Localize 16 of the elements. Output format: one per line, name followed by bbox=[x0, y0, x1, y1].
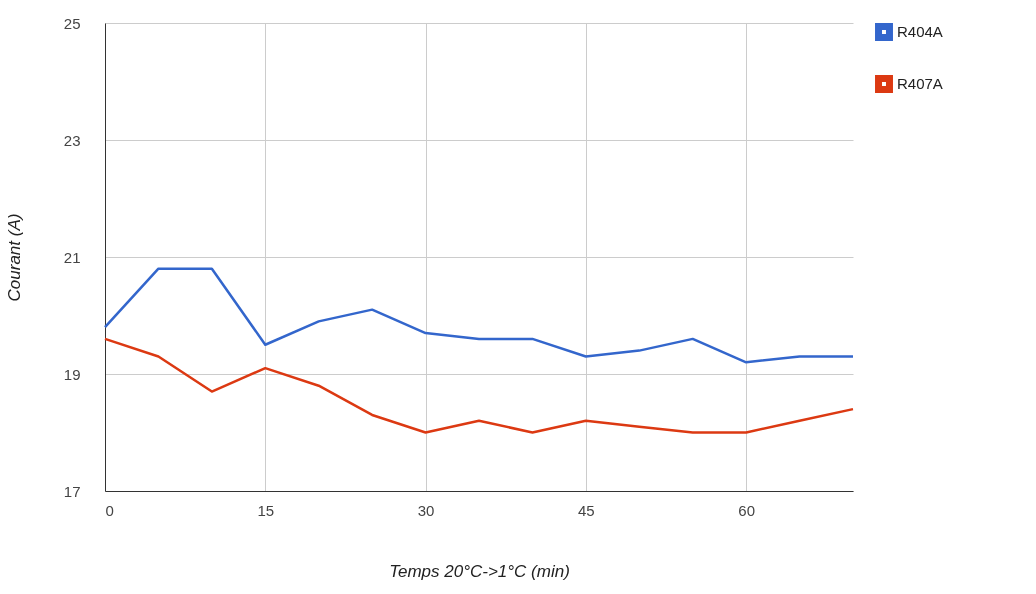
y-axis-title: Courant (A) bbox=[4, 213, 24, 302]
x-tick-label: 15 bbox=[257, 501, 275, 519]
x-tick-label: 30 bbox=[417, 501, 435, 519]
legend-label: R407A bbox=[897, 75, 943, 92]
y-tick-label: 23 bbox=[63, 131, 81, 149]
x-tick-label: 45 bbox=[578, 501, 595, 519]
legend-label: R404A bbox=[897, 23, 943, 40]
y-tick-label: 17 bbox=[63, 482, 81, 500]
y-tick-label: 21 bbox=[63, 248, 81, 266]
line-series bbox=[103, 267, 855, 364]
y-tick-label: 19 bbox=[63, 365, 81, 383]
x-tick-label: 60 bbox=[738, 501, 755, 519]
x-axis-title: Temps 20°C->1°C (min) bbox=[389, 561, 570, 581]
y-tick-label: 25 bbox=[63, 14, 81, 32]
x-tick-label: 0 bbox=[105, 501, 114, 519]
line-series bbox=[103, 337, 855, 434]
